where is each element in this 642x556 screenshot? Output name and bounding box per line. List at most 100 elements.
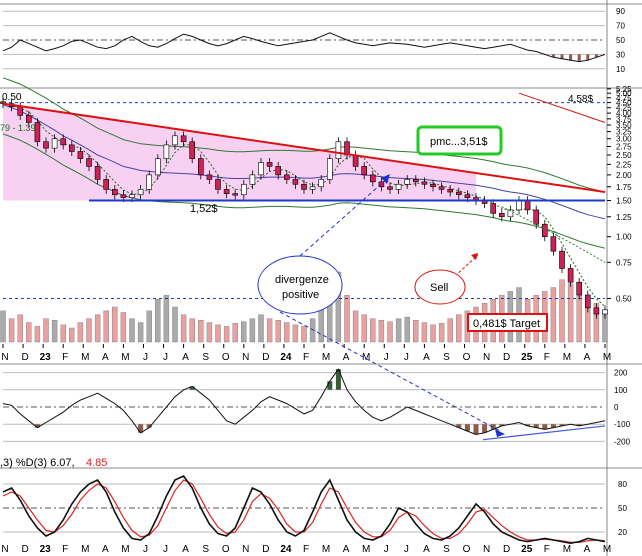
candle-body bbox=[292, 179, 299, 185]
volume-bar bbox=[34, 326, 41, 343]
stoch-d-line bbox=[2, 479, 606, 544]
annotation-support-152: 1,52$ bbox=[190, 203, 218, 215]
stoch-tick-label: 20 bbox=[618, 528, 627, 537]
volume-bar bbox=[189, 318, 195, 343]
candle-body bbox=[447, 189, 454, 193]
price-tick-label: 4.25 bbox=[616, 104, 632, 113]
x-axis-month-label: O bbox=[222, 352, 230, 363]
sell-arrow-head bbox=[471, 253, 478, 260]
volume-bar bbox=[137, 322, 144, 343]
volume-bar bbox=[438, 323, 445, 343]
annotation-pmc: pmc...3,51$ bbox=[430, 136, 487, 148]
x-axis-month-label: A bbox=[182, 544, 189, 555]
candle-body bbox=[464, 194, 471, 198]
stoch-label-value: 4.85 bbox=[86, 457, 107, 469]
x-axis-month-label: A bbox=[343, 352, 350, 363]
volume-bar bbox=[352, 310, 359, 343]
candle-body bbox=[387, 186, 393, 190]
price-tick-label: 5.25 bbox=[616, 85, 632, 94]
volume-bar bbox=[404, 316, 410, 343]
volume-bar bbox=[249, 318, 256, 343]
volume-bar bbox=[120, 312, 127, 343]
candle-body bbox=[430, 183, 436, 188]
volume-bar bbox=[284, 322, 290, 343]
x-axis-year-label: 24 bbox=[280, 544, 292, 555]
volume-bar bbox=[163, 295, 170, 343]
x-axis-year-label: 25 bbox=[521, 352, 533, 363]
annotation-divergence-line2: positive bbox=[282, 289, 319, 301]
volume-bar bbox=[413, 320, 419, 343]
stoch-label: ,3) %D(3) 6.07, bbox=[0, 457, 75, 469]
x-axis-month-label: N bbox=[483, 544, 490, 555]
volume-bar bbox=[395, 318, 402, 343]
x-axis-month-label: M bbox=[362, 544, 370, 555]
candle-body bbox=[602, 309, 608, 315]
volume-bar bbox=[43, 318, 49, 343]
volume-bar bbox=[447, 318, 453, 343]
volume-bar bbox=[8, 318, 15, 343]
x-axis-month-label: J bbox=[163, 544, 168, 555]
x-axis-month-label: J bbox=[163, 352, 168, 363]
divergence-arrow-up-head bbox=[381, 174, 390, 184]
volume-bar bbox=[559, 279, 565, 343]
volume-bar bbox=[456, 314, 462, 343]
cci-line bbox=[2, 368, 606, 436]
volume-bar bbox=[378, 320, 385, 343]
volume-bar bbox=[344, 295, 350, 343]
x-axis-month-label: M bbox=[563, 352, 571, 363]
volume-bar bbox=[421, 322, 428, 343]
x-axis-month-label: S bbox=[202, 544, 209, 555]
volume-bar bbox=[69, 327, 75, 343]
x-axis-month-label: A bbox=[423, 352, 430, 363]
cci-tick-label: 200 bbox=[614, 369, 628, 378]
rsi-tick-label: 90 bbox=[616, 7, 625, 16]
candle-body bbox=[326, 158, 333, 180]
candle-body bbox=[60, 138, 67, 146]
candle-body bbox=[361, 166, 368, 176]
candle-body bbox=[283, 174, 290, 180]
volume-bar bbox=[361, 314, 367, 343]
price-tick-label: 1.25 bbox=[616, 213, 632, 222]
candle-body bbox=[516, 200, 522, 211]
volume-bar bbox=[387, 321, 393, 343]
candle-body bbox=[241, 183, 247, 196]
candle-body bbox=[490, 203, 497, 214]
x-axis-month-label: J bbox=[404, 544, 409, 555]
price-tick-label: 5.00 bbox=[616, 89, 632, 98]
candle-body bbox=[86, 158, 92, 167]
stoch-k-line bbox=[2, 474, 606, 545]
candle-body bbox=[412, 179, 419, 183]
annotation-sell: Sell bbox=[430, 282, 448, 294]
x-axis-month-label: N bbox=[1, 352, 8, 363]
cci-tick-label: -200 bbox=[614, 437, 631, 446]
volume-bar bbox=[77, 322, 84, 343]
candle-body bbox=[266, 162, 273, 167]
candle-body bbox=[189, 141, 195, 159]
volume-bar bbox=[198, 320, 204, 343]
x-axis-month-label: F bbox=[303, 544, 309, 555]
short-moving-average-line bbox=[2, 103, 606, 307]
price-tick-label: 4.00 bbox=[616, 109, 632, 118]
candle-body bbox=[77, 151, 84, 159]
candle-body bbox=[309, 186, 316, 190]
candle-body bbox=[541, 223, 548, 237]
x-axis-month-label: A bbox=[182, 352, 189, 363]
volume-bar bbox=[146, 310, 152, 343]
candle-body bbox=[223, 189, 230, 194]
volume-bar bbox=[550, 287, 557, 343]
price-tick-label: 0.75 bbox=[616, 258, 632, 267]
annotation-ma-values: 79 - 1.39 bbox=[0, 123, 36, 133]
candle-body bbox=[559, 250, 565, 269]
price-tick-label: 2.25 bbox=[616, 160, 632, 169]
rsi-tick-label: 70 bbox=[616, 22, 625, 31]
candle-body bbox=[301, 183, 307, 190]
rsi-tick-label: 30 bbox=[616, 50, 625, 59]
candle-body bbox=[180, 135, 187, 143]
annotation-target: 0,481$ Target bbox=[473, 318, 540, 330]
x-axis-year-label: 23 bbox=[40, 544, 52, 555]
candle-body bbox=[249, 174, 256, 185]
volume-bar bbox=[215, 324, 221, 343]
descending-trendline bbox=[2, 102, 606, 194]
candle-body bbox=[498, 212, 505, 218]
